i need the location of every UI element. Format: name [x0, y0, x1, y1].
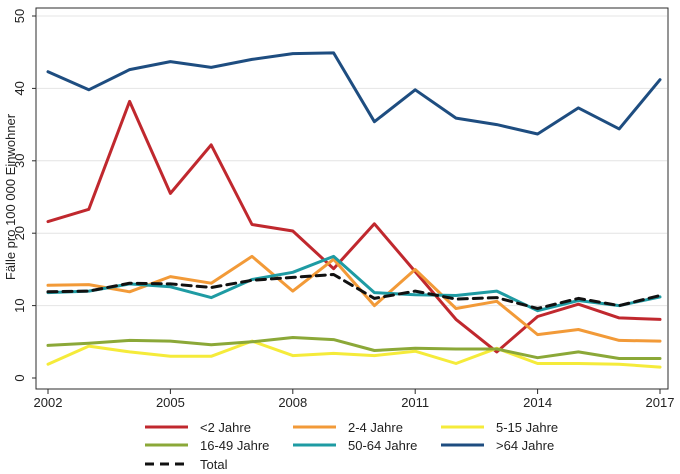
- legend: <2 Jahre 2-4 Jahre 5-15 Jahre 16-49 Jahre 50…: [145, 420, 558, 472]
- x-tick-label: 2002: [34, 395, 63, 410]
- x-tick-label: 2014: [523, 395, 552, 410]
- series-lines: [46, 51, 662, 369]
- series-line-2: [46, 339, 662, 369]
- y-axis-label: Fälle pro 100 000 Einwohner: [3, 113, 18, 280]
- y-tick-label: 10: [12, 298, 27, 312]
- y-tick-label: 40: [12, 81, 27, 95]
- legend-label: >64 Jahre: [496, 438, 554, 453]
- series-line-3: [46, 336, 662, 360]
- legend-label: 2-4 Jahre: [348, 420, 403, 435]
- legend-label: 50-64 Jahre: [348, 438, 417, 453]
- legend-label: <2 Jahre: [200, 420, 251, 435]
- y-tick-label: 20: [12, 226, 27, 240]
- x-tick-label: 2017: [646, 395, 675, 410]
- x-tick-label: 2011: [401, 395, 429, 410]
- y-tick-label: 0: [12, 374, 27, 381]
- x-tick-label: 2008: [278, 395, 307, 410]
- legend-label: 16-49 Jahre: [200, 438, 269, 453]
- axes: 0 10 20 30 40 50 2002 2005 2008 2011 2014 2017: [12, 9, 674, 410]
- legend-label: Total: [200, 457, 228, 472]
- y-tick-label: 50: [12, 9, 27, 23]
- series-line-0: [46, 99, 662, 354]
- series-line-4: [46, 254, 662, 313]
- plot-area: [35, 7, 669, 390]
- series-line-5: [46, 51, 662, 136]
- y-tick-label: 30: [12, 154, 27, 168]
- x-tick-label: 2005: [156, 395, 185, 410]
- legend-label: 5-15 Jahre: [496, 420, 558, 435]
